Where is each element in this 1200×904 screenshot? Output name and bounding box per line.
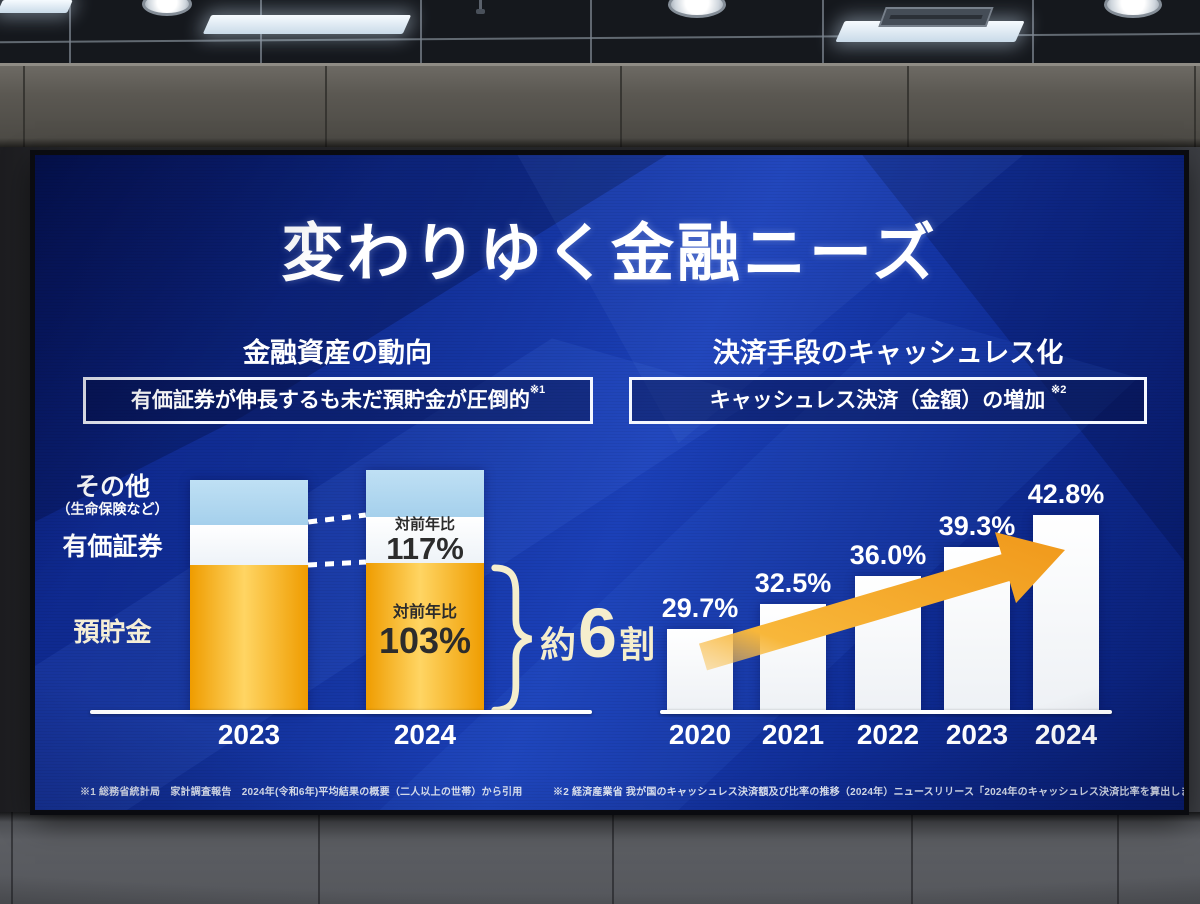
- share-note: 約 6 割: [540, 598, 655, 668]
- left-year-2023: 2023: [190, 719, 308, 751]
- ceiling-grid-line: [590, 0, 592, 63]
- bar-value-2022: 36.0%: [828, 540, 948, 571]
- ceiling-grid-line: [1032, 0, 1034, 63]
- ceiling-light-panel: [0, 0, 73, 13]
- right-year-2024: 2024: [1013, 719, 1119, 751]
- stacked-bar-2024: 対前年比 117% 対前年比 103%: [366, 470, 484, 712]
- brace: [491, 564, 533, 714]
- wall-upper-band: [0, 63, 1200, 150]
- segment-other-2023: [190, 480, 308, 525]
- panel-seam: [612, 812, 614, 904]
- ceiling-downlight-icon: [142, 0, 192, 16]
- ceiling-grid-line: [822, 0, 824, 63]
- panel-seam: [1194, 66, 1196, 150]
- label-other-sub: （生命保険など）: [40, 499, 185, 519]
- right-year-2020: 2020: [647, 719, 753, 751]
- yoy-deposits: 対前年比 103%: [366, 557, 484, 706]
- right-box-label: キャッシュレス決済（金額）の増加: [710, 389, 1046, 412]
- ceiling-light-panel: [202, 15, 412, 34]
- stacked-bar-2023: [190, 480, 308, 712]
- yoy-securities-label: 対前年比: [395, 516, 455, 533]
- panel-seam: [907, 66, 909, 150]
- ceiling-downlight-icon: [1104, 0, 1162, 18]
- slide-title: 変わりゆく金融ニーズ: [35, 203, 1184, 294]
- yoy-deposits-value: 103%: [379, 621, 471, 660]
- panel-seam: [325, 66, 327, 150]
- photo-vignette: [35, 155, 1184, 810]
- footnote-1-text: 総務省統計局 家計調査報告 2024年(令和6年)平均結果の概要（二人以上の世帯…: [99, 787, 522, 798]
- right-chart-baseline: [660, 710, 1112, 714]
- yoy-securities: 対前年比 117%: [366, 516, 484, 564]
- footnote-2: ※2 経済産業省 我が国のキャッシュレス決済額及び比率の推移（2024年）ニュー…: [553, 783, 1184, 798]
- right-year-2021: 2021: [740, 719, 846, 751]
- footnote-ref-1: ※1: [530, 384, 545, 396]
- trend-arrow-icon: [699, 532, 1065, 671]
- panel-seam: [318, 812, 320, 904]
- right-year-2022: 2022: [835, 719, 941, 751]
- left-box-label: 有価証券が伸長するも未だ預貯金が圧倒的: [131, 389, 530, 412]
- panel-seam: [11, 812, 13, 904]
- footnote-ref-2: ※2: [1051, 384, 1066, 396]
- footnote-2-text: 経済産業省 我が国のキャッシュレス決済額及び比率の推移（2024年）ニュースリリ…: [572, 787, 1184, 798]
- ceiling-grid-line: [69, 0, 71, 63]
- bar-value-2024: 42.8%: [1006, 479, 1126, 510]
- yoy-deposits-label: 対前年比: [393, 604, 457, 622]
- left-year-2024: 2024: [366, 719, 484, 751]
- segment-deposits-2023: [190, 565, 308, 712]
- segment-securities-2023: [190, 525, 308, 565]
- segment-deposits-2024: 対前年比 103%: [366, 563, 484, 712]
- bar-value-2020: 29.7%: [640, 593, 760, 624]
- share-note-suffix: 割: [619, 616, 655, 668]
- label-securities: 有価証券: [40, 527, 185, 563]
- ceiling-grid-line: [0, 32, 1200, 44]
- label-deposits: 預貯金: [40, 612, 185, 649]
- ceiling: [0, 0, 1200, 63]
- sprinkler-icon: [476, 0, 485, 14]
- ceiling-downlight-icon: [668, 0, 726, 18]
- bar-value-2021: 32.5%: [733, 568, 853, 599]
- panel-seam: [620, 66, 622, 150]
- left-section-box: 有価証券が伸長するも未だ預貯金が圧倒的※1: [83, 377, 593, 424]
- ceiling-grid-line: [420, 0, 422, 63]
- ceiling-vent: [878, 7, 994, 27]
- segment-securities-2024: 対前年比 117%: [366, 516, 484, 564]
- right-section-box: キャッシュレス決済（金額）の増加 ※2: [629, 377, 1147, 424]
- share-note-prefix: 約: [540, 616, 576, 668]
- panel-seam: [1117, 812, 1119, 904]
- footnote-2-marker: ※2: [553, 787, 569, 798]
- share-note-digit: 6: [576, 598, 619, 668]
- right-year-2023: 2023: [924, 719, 1030, 751]
- wall-lower-panels: [0, 812, 1200, 904]
- right-section-heading: 決済手段のキャッシュレス化: [628, 331, 1148, 370]
- yoy-securities-value: 117%: [386, 533, 464, 564]
- footnote-1: ※1 総務省統計局 家計調査報告 2024年(令和6年)平均結果の概要（二人以上…: [80, 783, 522, 798]
- left-chart-baseline: [90, 710, 592, 714]
- label-other: その他: [40, 467, 185, 503]
- panel-seam: [23, 66, 25, 150]
- footnote-1-marker: ※1: [80, 787, 96, 798]
- panel-seam: [911, 812, 913, 904]
- presentation-screen: 変わりゆく金融ニーズ 金融資産の動向 有価証券が伸長するも未だ預貯金が圧倒的※1…: [35, 155, 1184, 810]
- segment-other-2024: [366, 470, 484, 517]
- screen-shadow: [0, 812, 1200, 822]
- left-section-heading: 金融資産の動向: [80, 331, 595, 370]
